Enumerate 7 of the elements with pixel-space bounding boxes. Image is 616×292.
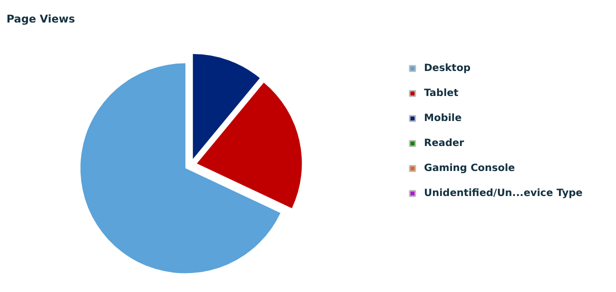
legend-label: Reader bbox=[424, 138, 464, 148]
chart-title: Page Views bbox=[6, 12, 75, 26]
legend-label: Gaming Console bbox=[424, 162, 515, 174]
legend-label: Desktop bbox=[424, 62, 470, 74]
legend-label: Unidentified/Un...evice Type bbox=[424, 188, 583, 198]
legend-label: Tablet bbox=[424, 88, 458, 98]
legend-label: Mobile bbox=[424, 112, 462, 124]
